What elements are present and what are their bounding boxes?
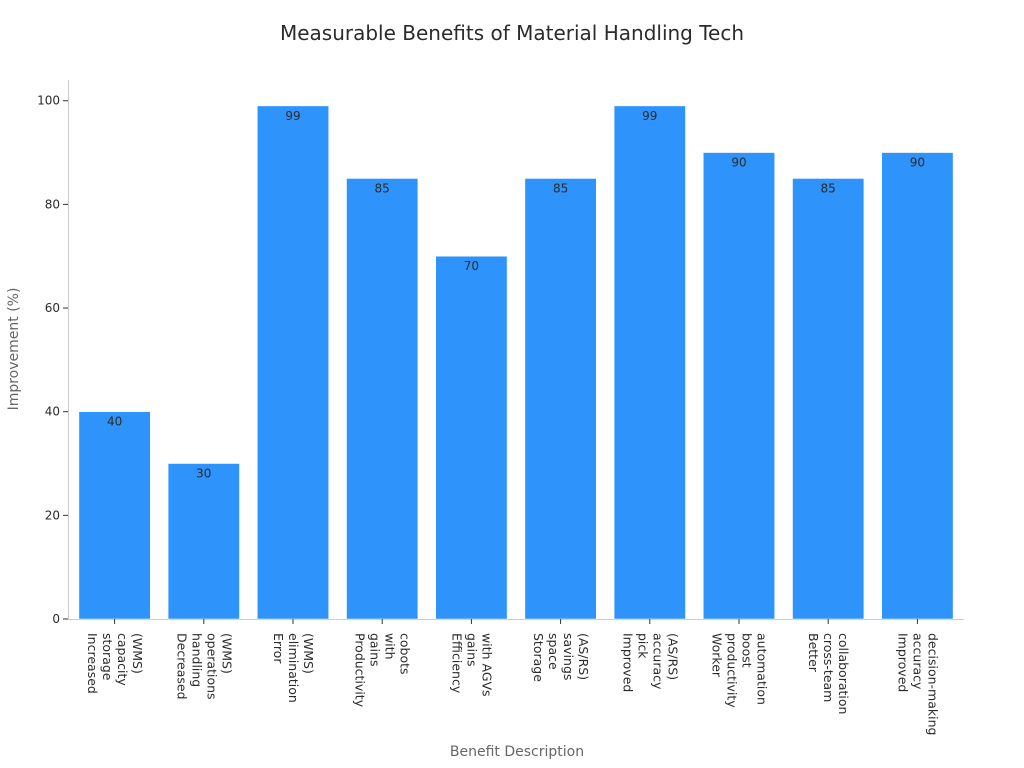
- x-tick-label-line: decision-making: [925, 633, 940, 735]
- x-tick-label-line: with: [383, 633, 398, 660]
- x-tick-label-line: Error: [271, 633, 286, 664]
- x-axis-labels: Increased storage capacity (WMS) Decreased ha…: [85, 619, 940, 735]
- x-tick-label-line: productivity: [725, 633, 740, 708]
- bar-value-label: 99: [285, 109, 300, 123]
- bar: [78, 411, 151, 620]
- x-tick-label-line: storage: [100, 633, 115, 681]
- x-tick-label: Improved pick accuracy (AS/RS): [620, 633, 680, 692]
- bar: [524, 178, 597, 620]
- x-tick-label: Increased storage capacity (WMS): [85, 633, 145, 694]
- x-tick-label-line: space: [546, 633, 561, 670]
- x-tick-label: Productivity gains with cobots: [353, 633, 413, 708]
- x-tick-label-line: elimination: [286, 633, 301, 703]
- x-tick-label-line: Improved: [620, 633, 635, 692]
- y-tick-label: 100: [37, 94, 60, 108]
- x-tick-label: Efficiency gains with AGVs: [449, 633, 494, 697]
- x-tick-label-line: automation: [755, 633, 770, 705]
- x-tick-label-line: operations: [204, 633, 219, 700]
- x-tick-label-line: Storage: [531, 633, 546, 682]
- x-tick-label-line: gains: [368, 633, 383, 667]
- x-tick-label: Storage space savings (AS/RS): [531, 633, 591, 682]
- x-tick-label-line: accuracy: [650, 633, 665, 690]
- x-axis-title: Benefit Description: [450, 744, 584, 760]
- x-tick-label-line: cobots: [398, 633, 413, 675]
- bar-value-label: 90: [910, 156, 925, 170]
- x-tick-label-line: collaboration: [836, 633, 851, 714]
- bar-value-label: 85: [821, 181, 836, 195]
- bar-value-label: 85: [375, 181, 390, 195]
- x-tick-label: Decreased handling operations (WMS): [174, 633, 234, 700]
- x-tick-label-line: Productivity: [353, 633, 368, 708]
- x-tick-label-line: (AS/RS): [576, 633, 591, 680]
- bar: [435, 255, 508, 620]
- y-tick-label: 0: [52, 612, 60, 626]
- x-tick-label-line: Better: [806, 633, 821, 673]
- bar-value-label: 40: [107, 415, 122, 429]
- x-tick-label-line: cross-team: [821, 633, 836, 702]
- x-tick-label-line: with AGVs: [479, 633, 494, 697]
- x-tick-label-line: gains: [464, 633, 479, 667]
- y-axis-title: Improvement (%): [6, 288, 22, 411]
- chart-title: Measurable Benefits of Material Handling…: [280, 21, 744, 45]
- x-tick-label: Error elimination (WMS): [271, 633, 316, 703]
- x-tick-label-line: capacity: [115, 633, 130, 686]
- x-tick-label-line: (WMS): [301, 633, 316, 674]
- bar-value-label: 30: [196, 467, 211, 481]
- x-tick-label-line: handling: [189, 633, 204, 687]
- x-tick-label-line: Efficiency: [449, 633, 464, 694]
- x-tick-label-line: boost: [740, 633, 755, 668]
- x-tick-label-line: pick: [635, 633, 650, 659]
- bars-group: 40 30 99 85 70 85 99 90 85 90: [78, 105, 954, 620]
- y-tick-label: 80: [45, 197, 60, 211]
- bar: [881, 152, 954, 620]
- x-tick-label-line: (WMS): [219, 633, 234, 674]
- bar-value-label: 70: [464, 259, 479, 273]
- bar: [613, 105, 686, 620]
- x-tick-label: Worker productivity boost automation: [710, 633, 770, 708]
- x-tick-label-line: (AS/RS): [665, 633, 680, 680]
- y-tick-label: 20: [45, 508, 60, 522]
- bar-value-label: 85: [553, 181, 568, 195]
- bar: [346, 178, 419, 620]
- x-tick-label-line: Improved: [895, 633, 910, 692]
- x-tick-label: Better cross-team collaboration: [806, 633, 851, 714]
- bar: [703, 152, 775, 620]
- x-tick-label-line: (WMS): [130, 633, 145, 674]
- x-tick-label: Improved accuracy decision-making: [895, 633, 940, 735]
- bar-value-label: 90: [731, 156, 746, 170]
- x-tick-label-line: Increased: [85, 633, 100, 694]
- bar-value-label: 99: [642, 109, 657, 123]
- y-tick-label: 60: [45, 301, 60, 315]
- x-tick-label-line: Decreased: [174, 633, 189, 700]
- bar: [792, 178, 865, 620]
- y-tick-label: 40: [45, 405, 60, 419]
- bar: [257, 105, 329, 620]
- x-tick-label-line: accuracy: [910, 633, 925, 690]
- x-tick-label-line: savings: [561, 633, 576, 680]
- bar: [167, 463, 240, 620]
- y-axis-ticks: 0 20 40 60 80 100: [37, 94, 68, 626]
- x-tick-label-line: Worker: [710, 633, 725, 678]
